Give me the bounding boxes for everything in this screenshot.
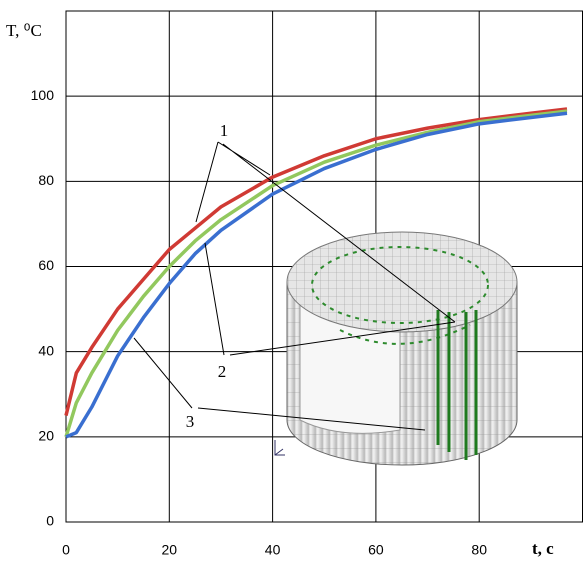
y-axis-label: T, ⁰C	[6, 21, 42, 40]
x-tick-label: 60	[368, 542, 384, 558]
x-axis-label: t, c	[532, 539, 554, 558]
annotation: 2	[218, 362, 227, 381]
y-tick-label: 0	[46, 513, 54, 529]
y-tick-label: 60	[38, 257, 54, 273]
x-tick-label: 40	[265, 542, 281, 558]
leader-lines	[133, 141, 456, 431]
x-tick-label: 0	[62, 542, 70, 558]
x-tick-label: 80	[471, 542, 487, 558]
line-series	[64, 109, 568, 438]
y-tick-label: 100	[31, 87, 55, 103]
y-tick-label: 40	[38, 342, 54, 358]
annotation: 1	[220, 121, 229, 140]
y-tick-label: 80	[38, 172, 54, 188]
annotation: 3	[186, 412, 195, 431]
lines	[64, 107, 568, 439]
line-series	[65, 111, 568, 439]
x-tick-label: 20	[162, 542, 178, 558]
inset-model	[274, 231, 518, 466]
y-tick-label: 20	[38, 428, 54, 444]
line-series	[64, 107, 568, 416]
